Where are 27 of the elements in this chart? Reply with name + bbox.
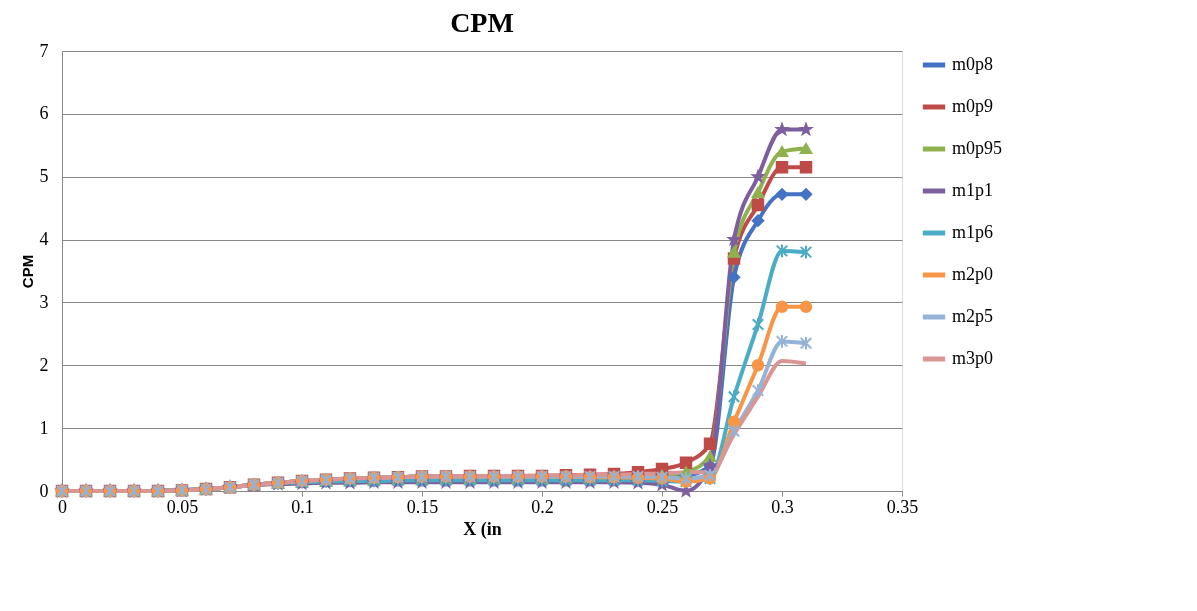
y-tick-label: 6 <box>39 103 49 124</box>
y-axis-title: CPM <box>18 254 36 289</box>
x-tick-label: 0.1 <box>291 496 314 517</box>
x-axis-title: X (in <box>463 518 502 540</box>
x-tick-label: 0.35 <box>886 496 919 517</box>
legend-label: m2p5 <box>952 306 994 326</box>
legend-label: m0p9 <box>952 96 994 116</box>
legend-label: m3p0 <box>952 348 994 368</box>
y-tick-label: 3 <box>39 291 49 312</box>
y-tick-label: 5 <box>39 166 49 187</box>
x-tick-label: 0 <box>58 496 67 517</box>
x-tick-label: 0.2 <box>531 496 554 517</box>
legend-label: m1p1 <box>952 180 994 200</box>
x-tick-label: 0.25 <box>646 496 679 517</box>
y-tick-label: 2 <box>39 354 49 375</box>
y-tick-label: 0 <box>39 480 49 501</box>
x-tick-label: 0.15 <box>406 496 439 517</box>
chart-title: CPM <box>450 7 514 38</box>
legend-label: m0p95 <box>952 138 1003 158</box>
legend-label: m1p6 <box>952 222 994 242</box>
legend-label: m2p0 <box>952 264 994 284</box>
y-tick-label: 7 <box>39 40 49 61</box>
x-tick-label: 0.05 <box>166 496 199 517</box>
y-tick-label: 4 <box>39 229 49 250</box>
legend-label: m0p8 <box>952 54 994 74</box>
x-tick-label: 0.3 <box>771 496 794 517</box>
y-tick-label: 1 <box>39 417 49 438</box>
